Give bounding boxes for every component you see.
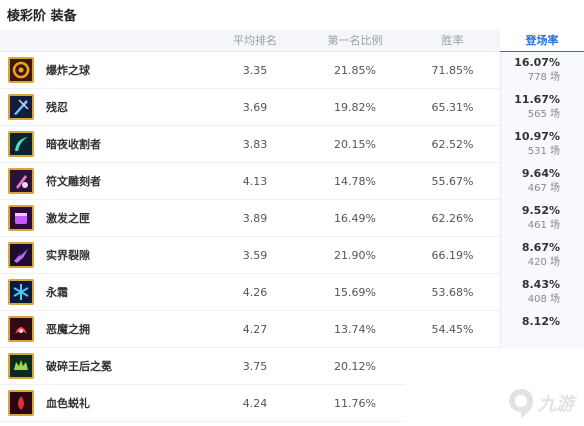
item-name: 激发之匣 xyxy=(46,212,90,225)
night-harvester-icon xyxy=(8,131,34,157)
pick-rate-value: 10.97% xyxy=(514,130,560,143)
pick-rate-value: 9.52% xyxy=(521,204,560,217)
first-rate-cell: 13.74% xyxy=(334,323,376,336)
pick-count-value: 565 场 xyxy=(527,109,560,120)
header-avg-rank[interactable]: 平均排名 xyxy=(233,34,277,47)
avg-rank-cell: 4.26 xyxy=(242,286,268,299)
table-row[interactable]: 残忍 3.69 19.82% 65.31% 11.67% 565 场 xyxy=(0,89,584,126)
first-rate-cell: 21.90% xyxy=(334,249,376,262)
pick-rate-cell: 10.97% 531 场 xyxy=(500,126,584,163)
header-item-name xyxy=(0,30,205,52)
pick-rate-cell: 8.67% 420 场 xyxy=(500,237,584,274)
everfrost-icon xyxy=(8,279,34,305)
item-name: 实界裂隙 xyxy=(46,249,90,262)
first-rate-cell: 21.85% xyxy=(334,64,376,77)
avg-rank-cell: 4.24 xyxy=(242,397,268,410)
pick-rate-cell: 8.12% xyxy=(500,311,584,348)
pick-count-value: 420 场 xyxy=(527,257,560,268)
header-first-rate[interactable]: 第一名比例 xyxy=(327,34,383,47)
pick-rate-value: 16.07% xyxy=(514,56,560,69)
item-stats-table: 平均排名 第一名比例 胜率 登场率 爆炸之球 3.35 21.85% 71.85% 16… xyxy=(0,30,584,422)
page-title: 棱彩阶 装备 xyxy=(7,9,77,24)
shattered-queen-crown-icon xyxy=(8,353,34,379)
9game-logo-icon xyxy=(509,389,533,419)
demonic-embrace-icon xyxy=(8,316,34,342)
pick-rate-value: 11.67% xyxy=(514,93,560,106)
first-rate-cell: 15.69% xyxy=(334,286,376,299)
table-row[interactable]: 恶魔之拥 4.27 13.74% 54.45% 8.12% xyxy=(0,311,584,348)
pick-rate-cell: 11.67% 565 场 xyxy=(500,89,584,126)
pick-count-value: 531 场 xyxy=(527,146,560,157)
item-name: 永霜 xyxy=(46,286,68,299)
item-name: 破碎王后之冕 xyxy=(46,360,112,373)
win-rate-cell: 53.68% xyxy=(431,286,474,299)
pick-rate-value: 8.12% xyxy=(521,315,560,328)
first-rate-cell: 19.82% xyxy=(334,101,376,114)
table-body: 爆炸之球 3.35 21.85% 71.85% 16.07% 778 场残忍 3.69 19.… xyxy=(0,52,584,422)
table-row[interactable]: 爆炸之球 3.35 21.85% 71.85% 16.07% 778 场 xyxy=(0,52,584,89)
item-name: 恶魔之拥 xyxy=(46,323,90,336)
avg-rank-cell: 3.83 xyxy=(242,138,268,151)
table-row[interactable]: 破碎王后之冕 3.75 20.12% xyxy=(0,348,584,385)
pick-rate-value: 8.67% xyxy=(521,241,560,254)
avg-rank-cell: 3.75 xyxy=(242,360,268,373)
avg-rank-cell: 3.35 xyxy=(242,64,268,77)
pick-count-value: 778 场 xyxy=(527,72,560,83)
reality-fracture-icon xyxy=(8,242,34,268)
win-rate-cell: 62.52% xyxy=(431,138,474,151)
table-row[interactable]: 实界裂隙 3.59 21.90% 66.19% 8.67% 420 场 xyxy=(0,237,584,274)
win-rate-cell: 65.31% xyxy=(431,101,474,114)
bloodsong-icon xyxy=(8,390,34,416)
win-rate-cell: 54.45% xyxy=(431,323,474,336)
pick-rate-cell: 9.52% 461 场 xyxy=(500,200,584,237)
avg-rank-cell: 3.89 xyxy=(242,212,268,225)
pick-rate-cell: 8.43% 408 场 xyxy=(500,274,584,311)
first-rate-cell: 20.15% xyxy=(334,138,376,151)
first-rate-cell: 14.78% xyxy=(334,175,376,188)
watermark-text: 九游 xyxy=(538,394,574,415)
item-name: 血色蜕礼 xyxy=(46,397,90,410)
pick-rate-cell: 16.07% 778 场 xyxy=(500,52,584,89)
kindling-box-icon xyxy=(8,205,34,231)
pick-rate-value: 9.64% xyxy=(521,167,560,180)
avg-rank-cell: 4.27 xyxy=(242,323,268,336)
pick-rate-value: 8.43% xyxy=(521,278,560,291)
item-name: 爆炸之球 xyxy=(46,64,90,77)
watermark: 九游 xyxy=(506,384,578,424)
header-pick-rate-sorted[interactable]: 登场率 xyxy=(500,30,584,53)
table-row[interactable]: 永霜 4.26 15.69% 53.68% 8.43% 408 场 xyxy=(0,274,584,311)
win-rate-cell: 71.85% xyxy=(431,64,474,77)
explosive-orb-icon xyxy=(8,57,34,83)
runecarver-icon xyxy=(8,168,34,194)
item-name: 暗夜收割者 xyxy=(46,138,101,151)
win-rate-cell: 55.67% xyxy=(431,175,474,188)
win-rate-cell xyxy=(405,385,500,422)
win-rate-cell xyxy=(405,348,500,385)
pick-rate-cell: 9.64% 467 场 xyxy=(500,163,584,200)
first-rate-cell: 16.49% xyxy=(334,212,376,225)
win-rate-cell: 62.26% xyxy=(431,212,474,225)
table-row[interactable]: 血色蜕礼 4.24 11.76% xyxy=(0,385,584,422)
table-row[interactable]: 激发之匣 3.89 16.49% 62.26% 9.52% 461 场 xyxy=(0,200,584,237)
first-rate-cell: 20.12% xyxy=(334,360,376,373)
pick-count-value: 408 场 xyxy=(527,294,560,305)
pick-rate-cell xyxy=(500,348,584,385)
avg-rank-cell: 3.69 xyxy=(242,101,268,114)
pick-count-value: 467 场 xyxy=(527,183,560,194)
pick-count-value: 461 场 xyxy=(527,220,560,231)
win-rate-cell: 66.19% xyxy=(431,249,474,262)
header-win-rate[interactable]: 胜率 xyxy=(441,34,464,47)
avg-rank-cell: 3.59 xyxy=(242,249,268,262)
item-name: 符文雕刻者 xyxy=(46,175,101,188)
cruelty-icon xyxy=(8,94,34,120)
table-row[interactable]: 暗夜收割者 3.83 20.15% 62.52% 10.97% 531 场 xyxy=(0,126,584,163)
table-row[interactable]: 符文雕刻者 4.13 14.78% 55.67% 9.64% 467 场 xyxy=(0,163,584,200)
avg-rank-cell: 4.13 xyxy=(242,175,268,188)
item-name: 残忍 xyxy=(46,101,68,114)
first-rate-cell: 11.76% xyxy=(334,397,376,410)
table-header: 平均排名 第一名比例 胜率 登场率 xyxy=(0,30,584,53)
